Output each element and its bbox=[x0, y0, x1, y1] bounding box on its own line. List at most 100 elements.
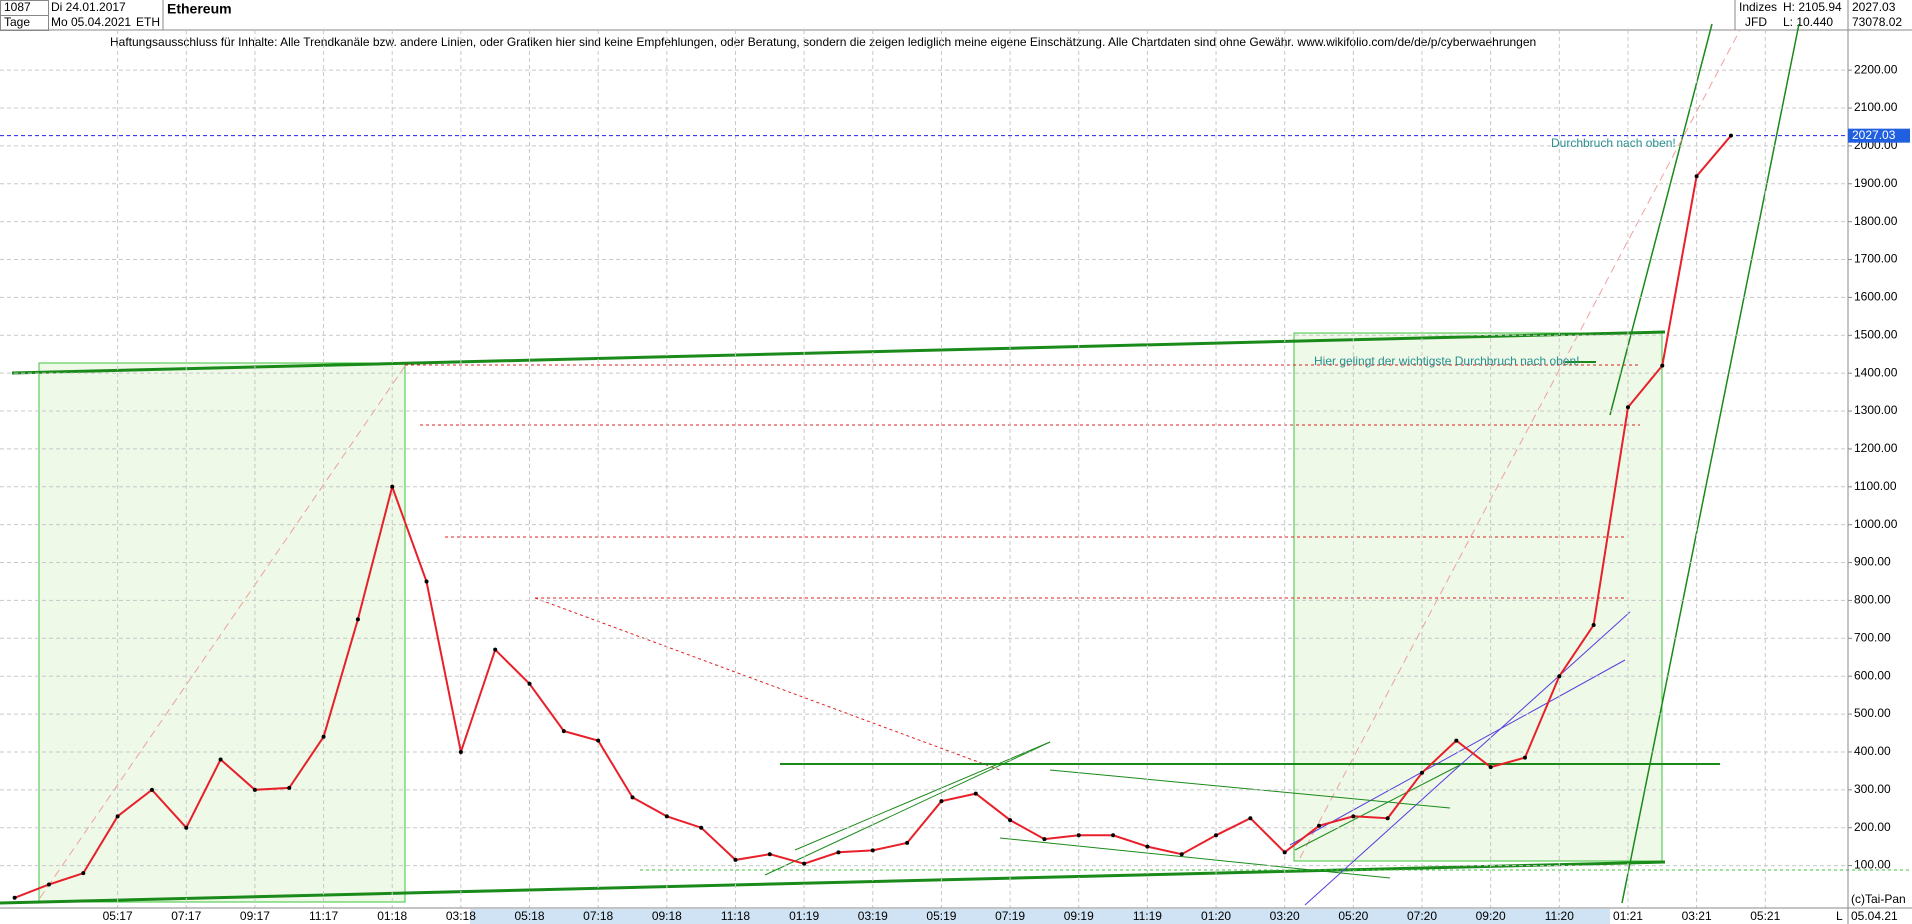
data-point bbox=[1042, 837, 1047, 842]
data-point bbox=[1557, 674, 1562, 679]
x-tick-label: 09:20 bbox=[1476, 909, 1506, 923]
data-point bbox=[1317, 823, 1322, 828]
trend-line bbox=[0, 860, 1666, 905]
data-point bbox=[252, 787, 257, 792]
symbol: ETH bbox=[136, 15, 160, 29]
copyright: (c)Tai-Pan bbox=[1851, 892, 1906, 906]
y-tick-label: 1800.00 bbox=[1854, 214, 1898, 228]
y-tick-label: 2100.00 bbox=[1854, 100, 1898, 114]
instrument-name: Ethereum bbox=[167, 1, 232, 17]
x-tick-label: 05:17 bbox=[103, 909, 133, 923]
data-point bbox=[1248, 816, 1253, 821]
y-tick-label: 1000.00 bbox=[1854, 517, 1898, 531]
trend-line bbox=[764, 741, 1051, 876]
y-tick-label: 1900.00 bbox=[1854, 176, 1898, 190]
start-date: Di 24.01.2017 bbox=[51, 0, 126, 14]
last-price: 2027.03 bbox=[1852, 0, 1896, 14]
y-tick-label: 400.00 bbox=[1854, 744, 1891, 758]
data-point bbox=[46, 882, 51, 887]
range-box bbox=[1293, 332, 1663, 862]
y-tick-label: 800.00 bbox=[1854, 593, 1891, 607]
x-tick-label: 01:21 bbox=[1613, 909, 1643, 923]
data-point bbox=[905, 840, 910, 845]
broker: JFD bbox=[1745, 15, 1767, 29]
data-point bbox=[493, 647, 498, 652]
x-tick-label: 01:19 bbox=[789, 909, 819, 923]
range-box bbox=[38, 362, 406, 903]
x-tick-label: 09:18 bbox=[652, 909, 682, 923]
market: Indizes bbox=[1739, 0, 1777, 14]
data-point bbox=[1591, 623, 1596, 628]
trend-line bbox=[1621, 23, 1800, 904]
x-tick-label: 07:20 bbox=[1407, 909, 1437, 923]
trend-line bbox=[1304, 611, 1631, 906]
y-tick-label: 100.00 bbox=[1854, 858, 1891, 872]
y-tick-label: 1200.00 bbox=[1854, 441, 1898, 455]
y-tick-label: 1400.00 bbox=[1854, 365, 1898, 379]
data-point bbox=[115, 814, 120, 819]
x-tick-label: 01:20 bbox=[1201, 909, 1231, 923]
trend-line bbox=[1294, 764, 1461, 851]
data-point bbox=[321, 734, 326, 739]
x-tick-label: 09:17 bbox=[240, 909, 270, 923]
header: 1087 Tage Di 24.01.2017 Mo 05.04.2021 ET… bbox=[0, 0, 1912, 49]
x-tick-label: 11:20 bbox=[1545, 909, 1574, 923]
trend-line bbox=[1289, 659, 1626, 846]
x-tick-label: 03:20 bbox=[1270, 909, 1300, 923]
data-point bbox=[1660, 363, 1665, 368]
data-point bbox=[1420, 770, 1425, 775]
data-point bbox=[973, 791, 978, 796]
data-point bbox=[939, 799, 944, 804]
trend-line bbox=[534, 597, 1001, 771]
y-tick-label: 200.00 bbox=[1854, 820, 1891, 834]
disclaimer: Haftungsausschluss für Inhalte: Alle Tre… bbox=[110, 35, 1536, 49]
price-tag-label: 2027.03 bbox=[1852, 128, 1896, 142]
data-point bbox=[733, 857, 738, 862]
data-point bbox=[12, 895, 17, 900]
y-tick-label: 600.00 bbox=[1854, 668, 1891, 682]
data-point bbox=[1625, 405, 1630, 410]
data-point bbox=[664, 814, 669, 819]
volume: 73078.02 bbox=[1852, 15, 1902, 29]
x-tick-label: 05:21 bbox=[1750, 909, 1780, 923]
high: H: 2105.94 bbox=[1783, 0, 1842, 14]
data-point bbox=[218, 757, 223, 762]
data-point bbox=[1728, 133, 1733, 138]
data-point bbox=[1145, 844, 1150, 849]
x-tick-label: 01:18 bbox=[377, 909, 407, 923]
data-point bbox=[287, 785, 292, 790]
y-tick-label: 1600.00 bbox=[1854, 290, 1898, 304]
price-tag bbox=[1848, 128, 1910, 143]
trend-line bbox=[1609, 23, 1713, 416]
data-point bbox=[1111, 833, 1116, 838]
trend-line bbox=[39, 365, 406, 899]
trend-line bbox=[1299, 29, 1741, 859]
trend-line bbox=[1049, 769, 1451, 809]
x-tick-label: 05:19 bbox=[926, 909, 956, 923]
data-point bbox=[699, 825, 704, 830]
x-tick-label: 07:17 bbox=[171, 909, 201, 923]
scrollbar[interactable] bbox=[470, 909, 1610, 924]
scale-mode: L bbox=[1836, 909, 1843, 923]
x-tick-label: 03:19 bbox=[858, 909, 888, 923]
data-point bbox=[836, 850, 841, 855]
data-point bbox=[390, 484, 395, 489]
y-tick-label: 500.00 bbox=[1854, 706, 1891, 720]
data-point bbox=[561, 729, 566, 734]
plot bbox=[0, 133, 1848, 900]
x-tick-label: 05:18 bbox=[515, 909, 545, 923]
x-tick-label: 03:18 bbox=[446, 909, 476, 923]
data-point bbox=[81, 871, 86, 876]
data-point bbox=[1179, 852, 1184, 857]
x-tick-label: 05:20 bbox=[1338, 909, 1368, 923]
data-point bbox=[149, 787, 154, 792]
data-point bbox=[630, 795, 635, 800]
x-tick-label: 11:18 bbox=[721, 909, 750, 923]
footer-date: 05.04.21 bbox=[1851, 909, 1898, 923]
data-point bbox=[458, 749, 463, 754]
y-tick-label: 1100.00 bbox=[1854, 479, 1897, 493]
annotation: Durchbruch nach oben! bbox=[1551, 136, 1676, 150]
grid bbox=[0, 30, 1848, 908]
y-tick-label: 1700.00 bbox=[1854, 252, 1898, 266]
